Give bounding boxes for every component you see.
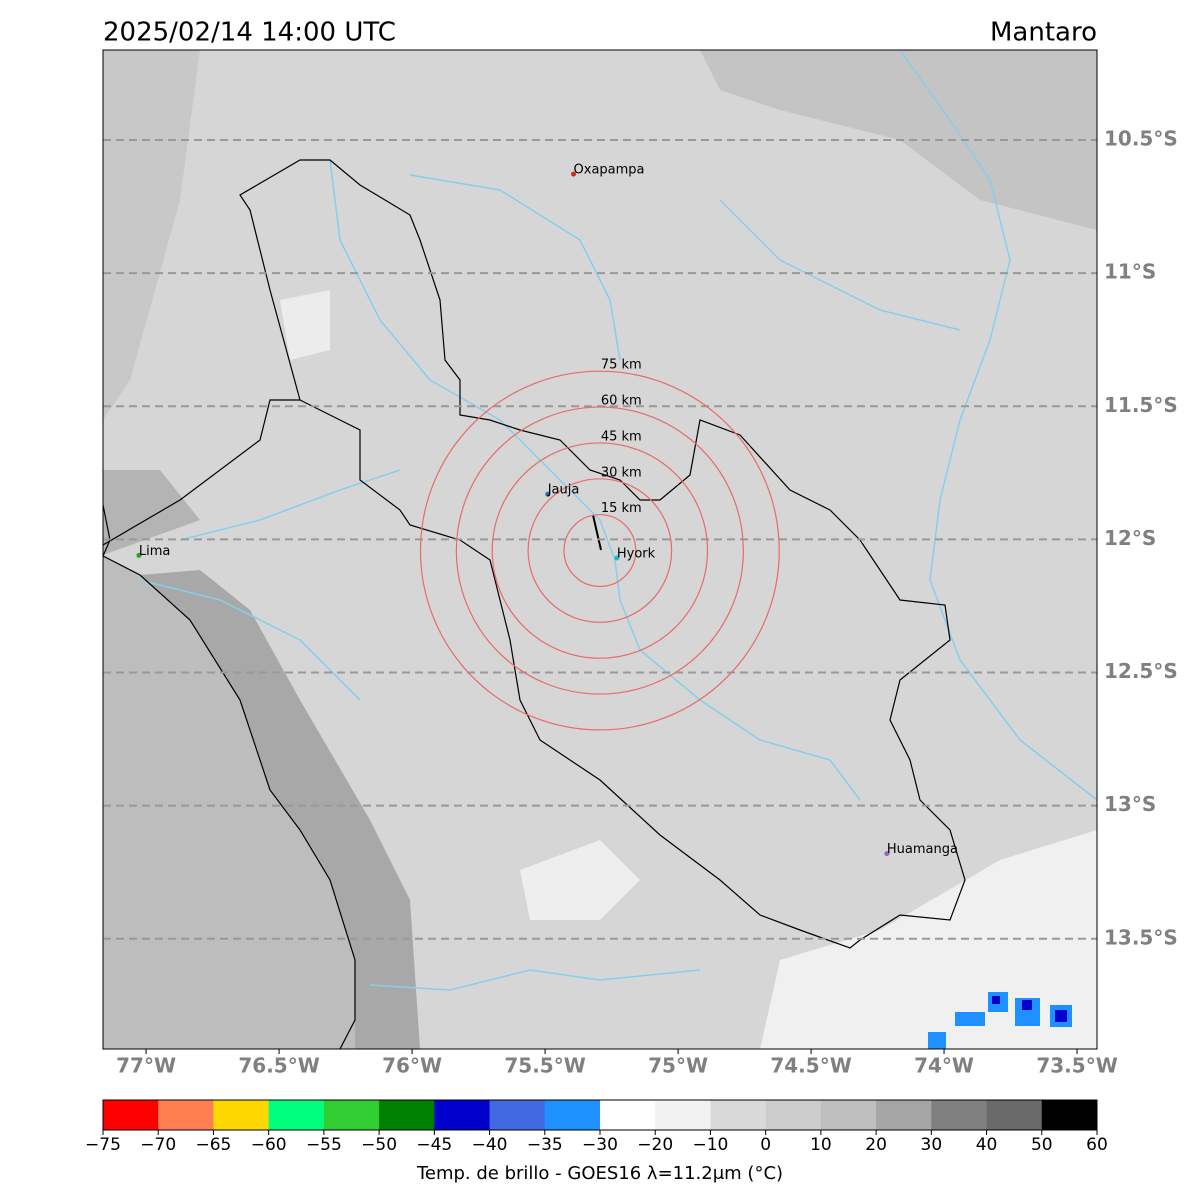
colorbar-bin (379, 1100, 435, 1130)
colorbar-bin (268, 1100, 325, 1130)
city-marker (614, 555, 620, 561)
colorbar-tick-label: 50 (1031, 1135, 1053, 1155)
colorbar-frame (102, 1099, 1098, 1131)
colorbar-tick-label: −65 (195, 1135, 231, 1155)
y-tick-label: 11.5°S (1104, 393, 1178, 417)
city-marker (571, 171, 577, 177)
x-tick-label: 74.5°W (770, 1054, 851, 1078)
colorbar-bin (489, 1100, 546, 1130)
colorbar-bin (655, 1100, 711, 1130)
colorbar-tick-label: −75 (85, 1135, 121, 1155)
colorbar-tick-label: −55 (306, 1135, 342, 1155)
colorbar-tick-label: −20 (637, 1135, 673, 1155)
y-tick-label: 13.5°S (1104, 925, 1178, 949)
colorbar-tick-label: 60 (1086, 1135, 1108, 1155)
city-marker (136, 552, 142, 558)
colorbar-bin (158, 1100, 214, 1130)
x-tick-label: 77°W (116, 1054, 176, 1078)
ocean (103, 555, 355, 1049)
city-label: Hyork (617, 547, 656, 562)
colorbar-bin (103, 1100, 159, 1130)
range-ring-label: 75 km (601, 358, 642, 373)
x-tick-label: 75.5°W (504, 1054, 585, 1078)
y-tick-label: 12°S (1104, 526, 1156, 550)
x-tick-label: 74°W (914, 1054, 974, 1078)
range-ring (563, 514, 637, 588)
colorbar-tick-label: −60 (251, 1135, 287, 1155)
x-tick-label: 76.5°W (238, 1054, 319, 1078)
range-ring (491, 442, 709, 659)
colorbar-tick-label: 10 (810, 1135, 832, 1155)
city-marker (545, 491, 551, 497)
colorbar-tick-label: 40 (976, 1135, 998, 1155)
colorbar-bin (544, 1100, 601, 1130)
rivers (139, 50, 1097, 991)
range-ring-label: 60 km (601, 394, 642, 409)
colorbar-tick-label: −35 (527, 1135, 563, 1155)
track (592, 514, 602, 551)
range-ring (527, 478, 673, 623)
colorbar-tick-label: −50 (361, 1135, 397, 1155)
colorbar-bin (710, 1100, 767, 1130)
colorbar-tick-label: −40 (472, 1135, 508, 1155)
cold-clouds (520, 840, 640, 920)
y-tick-label: 11°S (1104, 260, 1156, 284)
satellite-background (103, 50, 1097, 1049)
region: Mantaro (990, 18, 1097, 48)
colorbar-tick-label: 20 (865, 1135, 887, 1155)
colorbar-bin (876, 1100, 932, 1130)
city-label: Huamanga (887, 842, 958, 857)
deep-convection (992, 996, 1067, 1022)
colorbar-tick-label: −30 (582, 1135, 618, 1155)
range-ring-label: 45 km (601, 429, 642, 444)
colorbar-bin (434, 1100, 491, 1130)
range-ring (419, 370, 780, 731)
city-label: Lima (139, 544, 170, 559)
cold-clouds (280, 290, 330, 360)
dark-patch (103, 470, 200, 555)
basin-outline (103, 399, 300, 546)
x-tick-label: 75°W (648, 1054, 708, 1078)
y-tick-label: 13°S (1104, 792, 1156, 816)
title: 2025/02/14 14:00 UTC (103, 18, 396, 48)
x-tick-label: 76°W (382, 1054, 442, 1078)
colorbar-tick-label: −45 (416, 1135, 452, 1155)
colorbar-tick-label: −70 (140, 1135, 176, 1155)
colorbar-bin (765, 1100, 822, 1130)
y-tick-label: 12.5°S (1104, 659, 1178, 683)
colorbar-bin (213, 1100, 270, 1130)
colorbar-bin (820, 1100, 877, 1130)
colorbar-tick-label: 30 (921, 1135, 943, 1155)
colorbar-bin (600, 1100, 656, 1130)
map-frame (102, 49, 1098, 1050)
range-ring-label: 30 km (601, 465, 642, 480)
y-tick-label: 10.5°S (1104, 126, 1178, 150)
dark-patch (103, 50, 200, 420)
dark-patch (700, 50, 1097, 230)
city-label: Jauja (547, 483, 580, 498)
colorbar-bin (1041, 1100, 1098, 1130)
city-marker (884, 851, 890, 857)
city-label: Oxapampa (574, 163, 645, 178)
range-ring (455, 406, 744, 695)
colorbar-bin (986, 1100, 1043, 1130)
colorbar-tick-label: −10 (692, 1135, 728, 1155)
range-ring-label: 15 km (601, 501, 642, 516)
coastal-land (140, 570, 420, 1049)
x-tick-label: 73.5°W (1036, 1054, 1117, 1078)
colorbar-bin (931, 1100, 988, 1130)
colorbar-tick-label: 0 (760, 1135, 771, 1155)
colorbar-label: Temp. de brillo - GOES16 λ=11.2μm (°C) (416, 1163, 783, 1184)
colorbar-bin (323, 1100, 380, 1130)
